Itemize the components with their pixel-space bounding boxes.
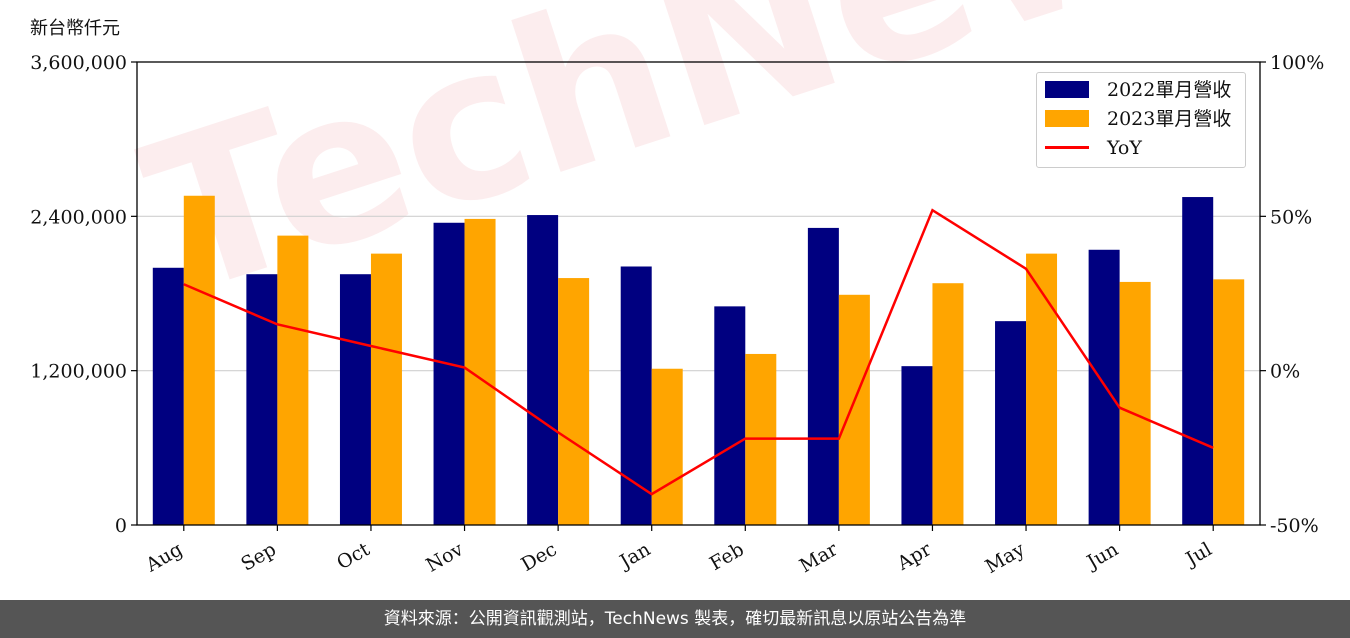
legend-swatch-2022 [1045,81,1089,98]
y-right-tick-label-0: -50% [1270,515,1319,537]
bar-2022-oct [339,274,371,525]
bar-2022-jan [620,266,652,525]
bar-2022-jun [1088,249,1120,525]
bar-2023-jul [1213,279,1245,525]
bar-2022-apr [901,366,933,525]
source-footer: 資料來源：公開資訊觀測站，TechNews 製表，確切最新訊息以原站公告為準 [0,600,1350,638]
bar-2022-jul [1182,197,1214,525]
y-left-tick-label-2: 2,400,000 [30,206,127,228]
y-left-tick-label-0: 0 [115,515,127,537]
bar-2023-jan [651,368,683,525]
bar-2022-feb [714,306,746,525]
bar-2023-dec [558,278,590,525]
x-tick-label-sep: Sep [237,538,280,575]
x-tick-label-jun: Jun [1082,538,1123,574]
x-tick-label-dec: Dec [517,538,560,576]
bar-2022-dec [527,215,559,525]
bar-2022-nov [433,222,465,525]
unit-label: 新台幣仟元 [30,18,120,39]
x-tick-label-mar: Mar [796,538,842,577]
x-tick-label-jul: Jul [1181,538,1216,571]
yoy-line [183,208,1214,496]
bar-2023-mar [838,294,870,525]
bar-2023-may [1026,253,1058,525]
bar-2023-apr [932,283,964,525]
legend-item-yoy: YoY [1045,135,1241,161]
x-tick-label-feb: Feb [706,538,748,575]
y-right-tick-label-3: 100% [1270,52,1324,74]
x-tick-label-apr: Apr [893,538,936,575]
y-left-tick-label-1: 1,200,000 [30,361,127,383]
bar-2023-jun [1119,281,1151,525]
plot-frame [136,61,1261,526]
legend-label-2023: 2023單月營收 [1107,108,1232,130]
x-tick-label-jan: Jan [614,538,654,574]
bar-2023-aug [183,195,215,525]
legend-swatch-2023 [1045,110,1089,127]
y-right-tick-label-1: 0% [1270,361,1300,383]
legend: 2022單月營收 2023單月營收 YoY [1036,72,1246,168]
bar-2022-mar [807,227,839,526]
legend-line-yoy [1045,146,1089,149]
bar-2023-sep [277,235,309,525]
y-left-tick-label-3: 3,600,000 [30,52,127,74]
x-tick-label-may: May [982,538,1029,578]
legend-item-2023: 2023單月營收 [1045,106,1241,132]
legend-label-yoy: YoY [1107,137,1142,159]
bar-2022-aug [152,267,184,525]
bar-2022-may [995,321,1027,525]
y-right-tick-label-2: 50% [1270,206,1312,228]
bar-2022-sep [246,274,278,525]
legend-item-2022: 2022單月營收 [1045,77,1241,103]
chart: 0 1,200,000 2,400,000 3,600,000 -50% 0% 50% 100… [30,52,1324,578]
x-tick-label-nov: Nov [422,538,467,577]
x-tick-label-oct: Oct [333,538,374,574]
legend-label-2022: 2022單月營收 [1107,79,1232,101]
bar-2023-oct [370,253,402,525]
x-tick-label-aug: Aug [141,538,186,577]
